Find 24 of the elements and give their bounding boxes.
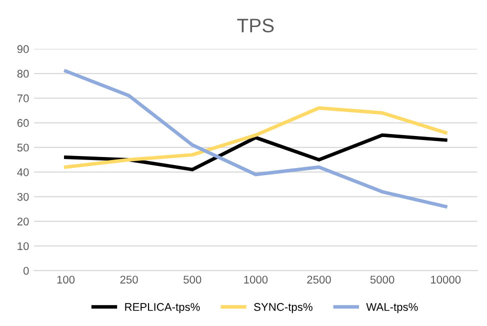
x-tick-label: 1000 — [244, 276, 268, 284]
legend-label: REPLICA-tps% — [125, 303, 200, 314]
x-tick-label: 250 — [120, 276, 138, 284]
chart-title: TPS — [237, 18, 274, 32]
line-series — [64, 106, 448, 169]
y-tick-label: 50 — [17, 144, 29, 152]
line-series — [64, 133, 448, 172]
x-tick-label: 2500 — [307, 276, 331, 284]
y-tick-label: 20 — [17, 218, 29, 226]
x-tick-label: 500 — [184, 276, 202, 284]
y-tick-label: 30 — [17, 192, 29, 201]
y-tick-label: 40 — [17, 168, 29, 176]
y-tick-label: 60 — [17, 119, 29, 127]
x-tick-label: 10000 — [431, 276, 461, 284]
x-tick-label: 100 — [57, 276, 75, 284]
y-tick-label: 10 — [18, 242, 29, 250]
y-tick-label: 0 — [23, 266, 29, 275]
y-tick-label: 80 — [17, 70, 29, 78]
line-series — [64, 69, 448, 208]
y-tick-label: 70 — [17, 94, 29, 102]
legend-label: WAL-tps% — [366, 303, 418, 314]
legend-label: SYNC-tps% — [254, 303, 312, 314]
y-tick-label: 90 — [17, 45, 29, 54]
x-tick-label: 5000 — [370, 276, 394, 284]
